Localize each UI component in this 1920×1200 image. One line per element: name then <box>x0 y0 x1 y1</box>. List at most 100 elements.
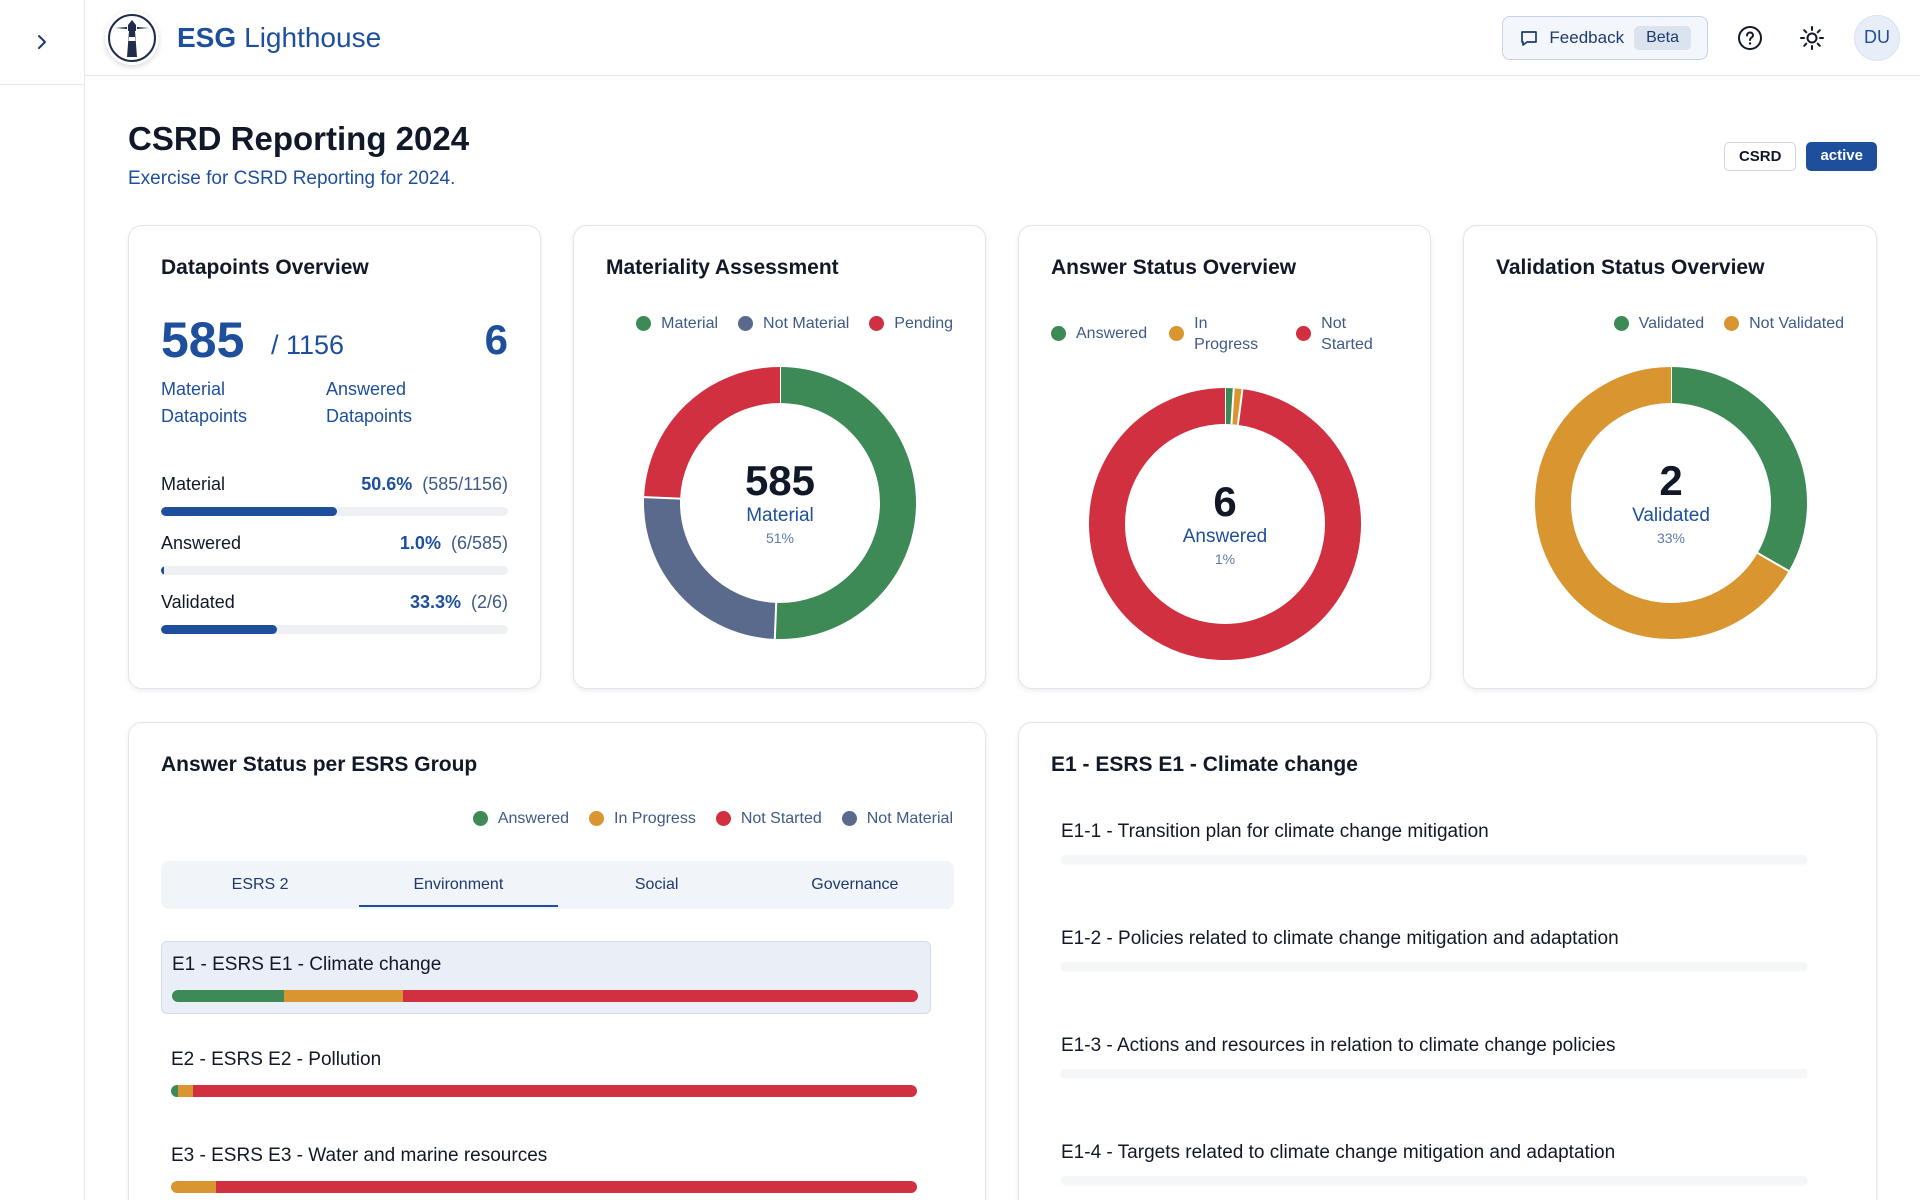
donut-slice-pending[interactable] <box>644 367 781 500</box>
donut-slice-separator <box>644 496 681 500</box>
progress-fraction: (6/585) <box>450 533 508 553</box>
progress-label: Material <box>161 474 226 494</box>
donut-center: 585 Material 51% <box>643 366 917 640</box>
legend-item-not-started[interactable]: Not Started <box>715 808 822 829</box>
donut-center-percent: 51% <box>765 530 795 546</box>
theme-toggle-button[interactable] <box>1792 18 1832 58</box>
sun-icon <box>1800 25 1824 50</box>
donut-slice-separator <box>773 602 778 639</box>
status-badge: active <box>1806 142 1877 171</box>
legend-item-not-validated[interactable]: Not Validated <box>1724 313 1844 334</box>
legend-item-not-material[interactable]: Not Material <box>841 808 953 829</box>
message-icon <box>1521 30 1538 46</box>
disclosure-progress-track <box>1061 855 1807 863</box>
framework-badge: CSRD <box>1723 142 1797 171</box>
app-brand: ESG Lighthouse <box>177 22 381 54</box>
lighthouse-logo-icon[interactable] <box>105 10 159 65</box>
donut-slice-validated[interactable] <box>1670 367 1807 571</box>
tab-governance[interactable]: Governance <box>811 876 899 893</box>
answered-datapoints-label: Answered Datapoints <box>326 379 413 426</box>
progress-row-answered: Answered 1.0% (6/585) <box>161 533 508 575</box>
answer-status-donut-chart: 6 Answered 1% <box>1088 387 1362 661</box>
bar-segment-in-progress[interactable] <box>171 1181 216 1193</box>
card-title: Materiality Assessment <box>606 256 839 279</box>
validation-status-donut-chart: 2 Validated 33% <box>1534 366 1808 640</box>
header-actions: Feedback Beta DU <box>1502 14 1900 61</box>
legend-item-answered[interactable]: Answered <box>472 808 569 829</box>
disclosure-requirements-card: E1 - ESRS E1 - Climate change E1-1 - Tra… <box>1018 722 1877 1200</box>
group-stacked-bar <box>171 1181 917 1193</box>
group-label: E1 - ESRS E1 - Climate change <box>172 954 442 975</box>
progress-row-validated: Validated 33.3% (2/6) <box>161 592 508 634</box>
legend-item-answered[interactable]: Answered <box>1051 313 1147 344</box>
donut-slice-material[interactable] <box>774 367 916 639</box>
bar-segment-in-progress[interactable] <box>178 1085 194 1097</box>
card-title: Datapoints Overview <box>161 256 369 279</box>
disclosure-item[interactable]: E1-3 - Actions and resources in relation… <box>1061 1035 1807 1077</box>
legend-item-pending[interactable]: Pending <box>869 313 953 334</box>
user-avatar[interactable]: DU <box>1854 14 1900 61</box>
tab-environment[interactable]: Environment <box>359 861 558 909</box>
donut-slice-not-validated[interactable] <box>1535 367 1789 639</box>
card-title: Validation Status Overview <box>1496 256 1765 279</box>
donut-center-value: 585 <box>744 457 816 504</box>
legend-dot <box>715 811 731 826</box>
donut-center-label: Validated <box>1632 505 1710 526</box>
top-header: ESG Lighthouse Feedback Beta DU <box>85 0 1920 76</box>
disclosure-progress-track <box>1061 1176 1807 1184</box>
esrs-group-row-e1[interactable]: E1 - ESRS E1 - Climate change <box>161 941 931 1014</box>
chart-legend: Answered In Progress Not Started Not Mat… <box>472 808 953 829</box>
disclosure-item[interactable]: E1-2 - Policies related to climate chang… <box>1061 928 1807 970</box>
rail-top <box>0 0 84 85</box>
progress-fill <box>161 625 277 634</box>
tab-esrs-2[interactable]: ESRS 2 <box>231 876 289 893</box>
donut-svg <box>1535 367 1807 639</box>
help-button[interactable] <box>1730 18 1770 58</box>
validation-status-overview-card: Validation Status Overview Validated Not… <box>1463 225 1877 689</box>
disclosure-label: E1-4 - Targets related to climate change… <box>1061 1142 1616 1163</box>
legend-dot <box>738 316 754 331</box>
bar-segment-answered[interactable] <box>171 1085 179 1097</box>
progress-value: 50.6% (585/1156) <box>361 474 508 495</box>
esrs-group-row-e3[interactable]: E3 - ESRS E3 - Water and marine resource… <box>161 1133 931 1200</box>
donut-slice-separator <box>1230 388 1235 425</box>
group-label: E3 - ESRS E3 - Water and marine resource… <box>171 1145 548 1166</box>
chart-legend: Validated Not Validated <box>1613 313 1844 334</box>
legend-item-material[interactable]: Material <box>636 313 718 334</box>
bar-segment-in-progress[interactable] <box>283 990 404 1002</box>
disclosure-label: E1-1 - Transition plan for climate chang… <box>1061 821 1489 842</box>
legend-dot <box>1613 316 1629 331</box>
legend-label: In Progress <box>1194 315 1259 353</box>
legend-item-not-started[interactable]: Not Started <box>1296 313 1391 355</box>
tab-social[interactable]: Social <box>634 876 679 893</box>
chevron-right-icon <box>38 35 46 49</box>
legend-dot <box>869 316 885 331</box>
disclosure-item[interactable]: E1-4 - Targets related to climate change… <box>1061 1142 1807 1184</box>
legend-item-in-progress[interactable]: In Progress <box>589 808 696 829</box>
expand-sidebar-button[interactable] <box>26 26 58 58</box>
legend-item-validated[interactable]: Validated <box>1613 313 1704 334</box>
bar-segment-answered[interactable] <box>172 990 284 1002</box>
progress-fraction: (585/1156) <box>422 474 508 494</box>
donut-svg <box>1089 388 1361 660</box>
progress-value: 33.3% (2/6) <box>410 592 508 613</box>
disclosure-label: E1-3 - Actions and resources in relation… <box>1061 1035 1616 1056</box>
esrs-group-row-e2[interactable]: E2 - ESRS E2 - Pollution <box>161 1037 931 1110</box>
donut-slice-not-started[interactable] <box>1089 388 1361 660</box>
donut-slice-not-material[interactable] <box>644 497 777 639</box>
side-rail <box>0 0 85 1200</box>
progress-track <box>161 507 508 516</box>
bar-segment-not-started[interactable] <box>403 990 918 1002</box>
bar-segment-not-started[interactable] <box>215 1181 917 1193</box>
legend-label: Answered <box>1076 325 1148 342</box>
progress-label: Validated <box>161 592 235 612</box>
disclosure-item[interactable]: E1-1 - Transition plan for climate chang… <box>1061 821 1807 863</box>
legend-item-in-progress[interactable]: In Progress <box>1169 313 1274 355</box>
legend-label: Not Material <box>763 315 850 332</box>
legend-dot <box>589 811 604 826</box>
feedback-button[interactable]: Feedback Beta <box>1502 15 1708 60</box>
progress-fill <box>161 507 337 516</box>
group-stacked-bar <box>172 990 918 1002</box>
legend-item-not-material[interactable]: Not Material <box>738 313 849 334</box>
bar-segment-not-started[interactable] <box>193 1085 917 1097</box>
